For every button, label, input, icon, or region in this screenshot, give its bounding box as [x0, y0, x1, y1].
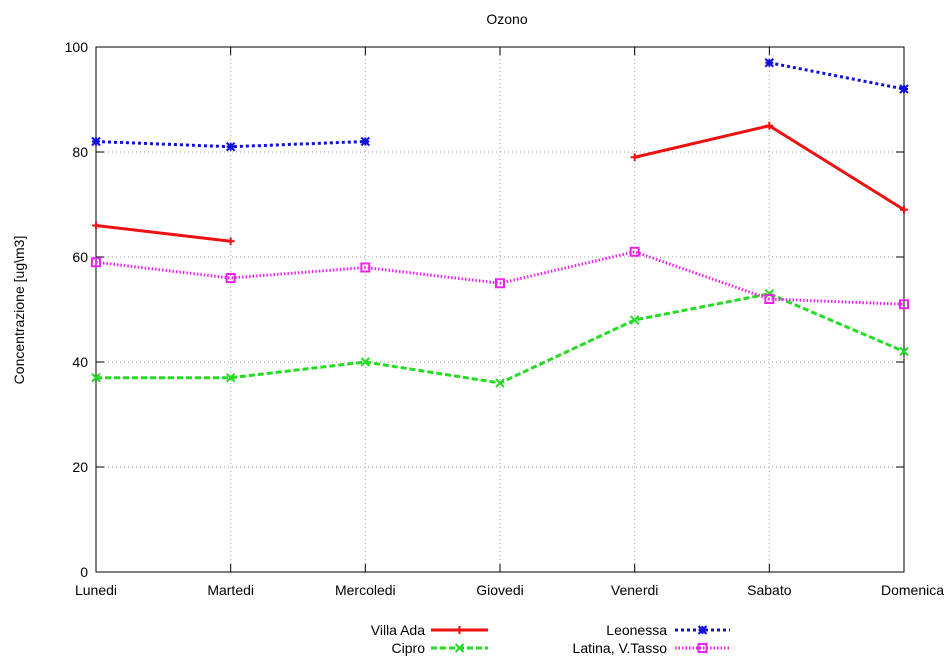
data-point: [91, 373, 101, 383]
x-tick-label: Domenica: [881, 582, 944, 598]
y-tick-label: 100: [65, 39, 89, 55]
data-point: [629, 246, 640, 257]
y-tick-label: 0: [80, 564, 88, 580]
series-1: [91, 289, 909, 388]
data-point: [91, 257, 101, 268]
data-point: [629, 315, 640, 325]
legend: Villa Ada Cipro Leonessa Latina, V.Tasso: [371, 622, 730, 656]
x-tick-label: Lunedi: [75, 582, 117, 598]
legend-label: Leonessa: [606, 622, 667, 638]
data-point: [360, 136, 371, 147]
series-line: [769, 61, 905, 91]
legend-item-0: Villa Ada: [371, 622, 488, 638]
x-tick-label: Venerdi: [611, 582, 658, 598]
data-point: [360, 262, 371, 273]
data-point: [764, 289, 775, 299]
series-line: [95, 250, 905, 306]
data-point: [697, 625, 708, 635]
x-tick-label: Giovedi: [476, 582, 523, 598]
x-tick-label: Martedi: [207, 582, 254, 598]
data-point: [697, 643, 708, 653]
y-axis-ticks: 0 20 40 60 80 100: [65, 39, 904, 580]
data-point: [899, 84, 909, 94]
x-tick-label: Sabato: [747, 582, 792, 598]
series-0: [92, 121, 908, 246]
data-point: [225, 142, 236, 152]
data-point: [225, 373, 236, 383]
y-axis-label: Concentrazione [ug\m3]: [11, 236, 27, 385]
series-2: [91, 58, 909, 152]
x-tick-label: Mercoledi: [335, 582, 396, 598]
data-point: [225, 273, 236, 283]
data-point: [92, 221, 100, 230]
data-point: [226, 237, 235, 246]
y-tick-label: 60: [72, 249, 88, 265]
series-line: [95, 224, 231, 243]
data-point: [630, 153, 639, 162]
y-tick-label: 80: [72, 144, 88, 160]
grid: [96, 47, 904, 572]
data-point: [495, 278, 505, 289]
chart-title: Ozono: [486, 11, 527, 27]
legend-item-2: Leonessa: [606, 622, 730, 638]
y-tick-label: 40: [72, 354, 88, 370]
series-3: [91, 246, 909, 310]
data-point: [455, 626, 464, 634]
data-point: [495, 378, 505, 388]
plot-frame: [95, 46, 905, 573]
data-point: [899, 299, 909, 310]
legend-label: Latina, V.Tasso: [573, 640, 668, 656]
data-point: [765, 121, 774, 130]
data-point: [91, 136, 101, 147]
legend-item-1: Cipro: [392, 640, 488, 656]
data-point: [764, 58, 775, 68]
legend-item-3: Latina, V.Tasso: [573, 640, 730, 656]
axes: [95, 46, 905, 573]
data-point: [899, 346, 909, 357]
x-axis-ticks: Lunedi Martedi Mercoledi Giovedi Venerdi Saba…: [75, 47, 944, 598]
legend-label: Cipro: [392, 640, 426, 656]
legend-label: Villa Ada: [371, 622, 425, 638]
y-tick-label: 20: [72, 459, 88, 475]
data-point: [764, 294, 775, 304]
data-point: [360, 357, 371, 367]
data-point: [454, 643, 465, 653]
data-point: [900, 205, 908, 214]
series-group: [91, 58, 909, 388]
